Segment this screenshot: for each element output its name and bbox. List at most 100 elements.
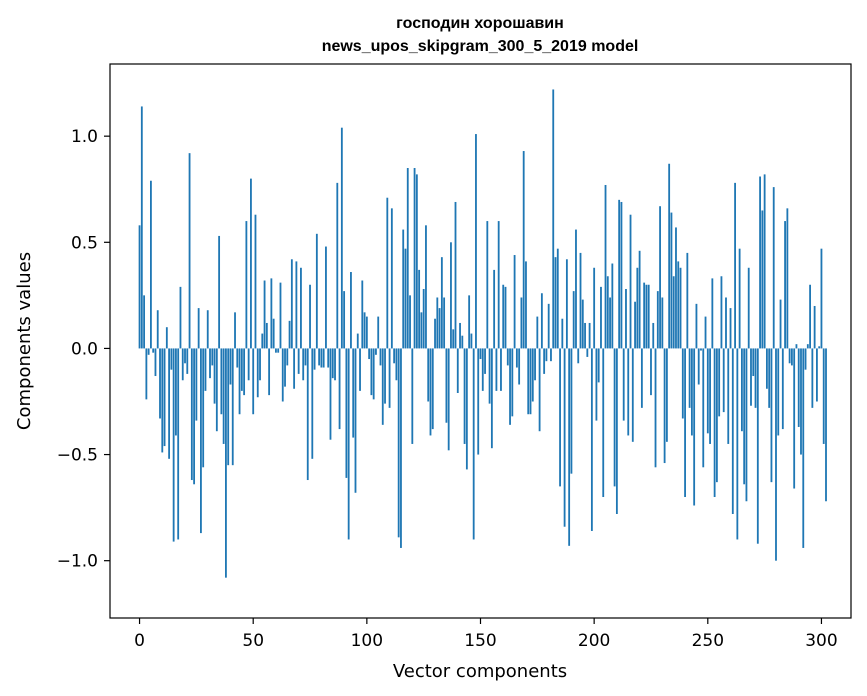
bar xyxy=(659,206,661,349)
bar xyxy=(477,348,480,455)
bar xyxy=(750,348,752,406)
bar xyxy=(422,289,425,349)
bar xyxy=(415,174,418,349)
bar xyxy=(536,316,539,349)
bar xyxy=(497,221,500,349)
bar xyxy=(170,348,173,370)
x-tick-label: 250 xyxy=(692,631,724,651)
bar xyxy=(706,348,709,434)
bar xyxy=(143,295,146,349)
bar xyxy=(468,295,471,349)
bar xyxy=(315,233,318,349)
bar xyxy=(568,348,571,546)
bar xyxy=(538,348,541,432)
bar xyxy=(670,212,673,349)
bar xyxy=(402,229,405,349)
bar xyxy=(188,153,191,349)
bar xyxy=(547,303,550,349)
bar xyxy=(720,276,723,349)
bar xyxy=(675,227,677,349)
bar xyxy=(363,312,366,349)
bar xyxy=(813,305,816,349)
bar xyxy=(265,322,268,349)
bar xyxy=(438,308,441,349)
bar xyxy=(693,348,696,506)
bar xyxy=(495,348,498,391)
bar xyxy=(361,280,364,349)
bar xyxy=(359,348,361,391)
bar xyxy=(752,348,755,377)
bar xyxy=(329,348,332,440)
bar xyxy=(493,269,496,349)
bar xyxy=(690,348,693,436)
bar xyxy=(602,348,605,498)
bar xyxy=(625,289,627,349)
bar xyxy=(809,284,811,349)
bar xyxy=(225,348,227,578)
bar xyxy=(620,201,623,349)
bar xyxy=(788,348,791,364)
bar xyxy=(502,284,505,349)
bar xyxy=(811,348,814,408)
bar xyxy=(295,261,298,349)
bar xyxy=(652,322,655,349)
bar xyxy=(300,267,302,349)
bar xyxy=(781,348,784,430)
bar xyxy=(704,316,707,349)
y-tick-label: 1.0 xyxy=(71,127,98,147)
bar xyxy=(527,348,530,415)
bar xyxy=(577,348,580,364)
bar xyxy=(220,348,223,415)
bar xyxy=(154,348,157,377)
bar xyxy=(777,348,780,436)
bar xyxy=(409,295,411,349)
bar xyxy=(738,248,741,349)
bars-group xyxy=(138,89,827,578)
bar xyxy=(647,284,650,349)
bar xyxy=(588,322,591,349)
bar xyxy=(606,276,609,349)
bar xyxy=(390,208,393,349)
bar xyxy=(490,348,493,449)
bar xyxy=(140,106,143,349)
bar xyxy=(463,348,466,444)
bar xyxy=(700,348,702,351)
bar xyxy=(175,348,177,436)
bar xyxy=(672,276,675,349)
bar xyxy=(629,214,632,349)
bar xyxy=(384,348,386,404)
bar xyxy=(743,348,746,485)
bar xyxy=(543,348,546,374)
bar xyxy=(520,297,523,349)
bar xyxy=(281,348,284,402)
bar xyxy=(259,348,261,381)
bar xyxy=(711,278,714,349)
bar xyxy=(270,278,273,349)
bar xyxy=(234,312,236,349)
bar xyxy=(334,348,336,381)
bar xyxy=(534,348,536,381)
bar xyxy=(290,259,293,349)
bar xyxy=(561,318,564,349)
bar xyxy=(640,348,643,408)
bar xyxy=(190,348,193,481)
bar xyxy=(713,348,716,498)
bar xyxy=(525,261,527,349)
bar xyxy=(375,348,377,355)
bar xyxy=(411,348,414,444)
bar xyxy=(268,348,271,396)
bar xyxy=(595,348,598,421)
bar xyxy=(454,201,457,349)
bar xyxy=(177,348,180,540)
bar xyxy=(722,348,725,413)
bar xyxy=(465,348,468,470)
bar xyxy=(261,333,264,349)
bar xyxy=(718,348,721,417)
bar xyxy=(584,322,586,349)
bar xyxy=(318,348,321,366)
bar xyxy=(654,348,657,468)
bar xyxy=(200,348,202,534)
y-tick-label: 0.0 xyxy=(71,339,98,359)
